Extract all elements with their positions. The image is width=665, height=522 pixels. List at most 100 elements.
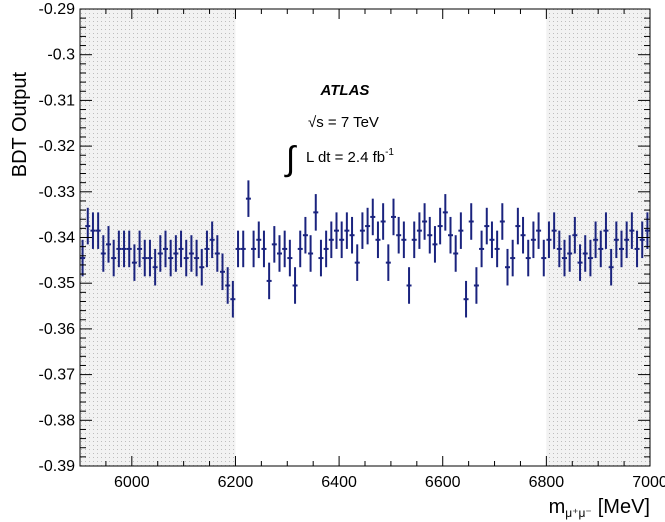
data-point	[572, 216, 578, 254]
data-point	[95, 212, 101, 249]
data-point	[323, 230, 329, 268]
data-point	[163, 230, 168, 268]
data-point	[282, 230, 288, 268]
data-point	[380, 203, 386, 240]
data-point	[505, 248, 510, 286]
data-point	[577, 244, 583, 281]
data-point	[292, 267, 298, 304]
x-axis-label: mμ⁺μ⁻ [MeV]	[549, 496, 650, 520]
data-point	[624, 221, 630, 259]
data-point	[479, 230, 485, 268]
x-axis-label-unit: [MeV]	[598, 496, 650, 518]
data-point	[536, 212, 542, 249]
data-point	[613, 221, 619, 259]
luminosity-label: L dt = 2.4 fb-1	[306, 147, 394, 166]
data-point	[473, 267, 479, 304]
data-point	[427, 216, 433, 254]
y-tick-label: -0.34	[39, 230, 76, 247]
data-point	[188, 235, 194, 272]
energy-label: √s = 7 TeV	[308, 114, 379, 131]
data-point	[587, 239, 593, 277]
data-point	[261, 230, 267, 268]
data-point	[157, 235, 163, 272]
data-point	[375, 221, 381, 259]
data-point	[111, 239, 117, 277]
luminosity-text: L dt = 2.4 fb	[306, 149, 385, 166]
data-point	[271, 226, 277, 263]
y-tick-label: -0.36	[39, 321, 76, 338]
data-point	[121, 230, 127, 268]
data-point	[126, 230, 132, 268]
y-tick-label: -0.33	[39, 184, 76, 201]
data-point	[515, 207, 521, 245]
y-tick-label: -0.29	[39, 1, 76, 18]
shaded-region-1	[546, 9, 650, 466]
data-point	[344, 212, 350, 249]
data-point	[85, 207, 91, 245]
data-point	[416, 212, 422, 249]
data-point	[168, 239, 174, 277]
x-axis-label-m: m	[549, 496, 566, 518]
data-point	[302, 216, 308, 254]
data-point	[277, 235, 282, 272]
data-point	[525, 239, 531, 277]
data-point	[401, 221, 407, 259]
data-point	[214, 235, 220, 272]
data-point	[629, 212, 635, 249]
data-point	[567, 235, 573, 272]
data-point	[204, 230, 210, 268]
data-point	[178, 230, 184, 268]
data-point	[406, 267, 412, 304]
data-point	[152, 248, 158, 286]
data-point	[147, 239, 153, 277]
data-point	[137, 230, 143, 268]
data-point	[359, 212, 365, 249]
data-point	[385, 244, 391, 281]
data-point	[593, 221, 599, 259]
data-point	[582, 235, 588, 272]
data-point	[339, 221, 345, 259]
data-point	[199, 248, 205, 286]
data-point	[499, 203, 505, 240]
data-point	[328, 221, 334, 259]
data-point	[448, 216, 453, 254]
data-point	[639, 221, 645, 259]
data-point	[100, 235, 106, 272]
x-tick-label: 7000	[632, 474, 665, 491]
data-point	[551, 212, 557, 249]
data-point	[287, 239, 293, 277]
data-point	[437, 207, 443, 245]
data-point	[209, 221, 215, 259]
data-point	[391, 198, 396, 236]
x-tick-label: 6600	[425, 474, 461, 491]
data-point	[90, 212, 96, 249]
data-point	[266, 262, 272, 300]
data-point	[453, 235, 459, 272]
data-point	[313, 194, 319, 231]
data-point	[562, 239, 567, 277]
data-point	[541, 239, 547, 277]
luminosity-exponent: -1	[385, 147, 394, 158]
y-tick-label: -0.32	[39, 138, 76, 155]
data-point	[80, 239, 86, 277]
data-point	[489, 221, 495, 259]
data-point	[411, 221, 417, 259]
data-point	[396, 216, 402, 254]
data-point	[349, 216, 355, 254]
data-point	[308, 235, 314, 272]
data-point	[235, 230, 241, 268]
data-point	[256, 221, 262, 259]
y-tick-label: -0.3	[47, 47, 75, 64]
data-point	[240, 230, 246, 268]
data-point	[556, 230, 562, 268]
data-point	[619, 230, 624, 268]
data-point	[530, 221, 536, 259]
data-point	[644, 212, 650, 249]
data-point	[131, 244, 137, 281]
y-axis-label: BDT Output	[9, 72, 31, 178]
data-point	[608, 248, 614, 286]
data-point	[463, 280, 469, 318]
data-point	[468, 203, 474, 240]
y-tick-label: -0.31	[39, 92, 76, 109]
